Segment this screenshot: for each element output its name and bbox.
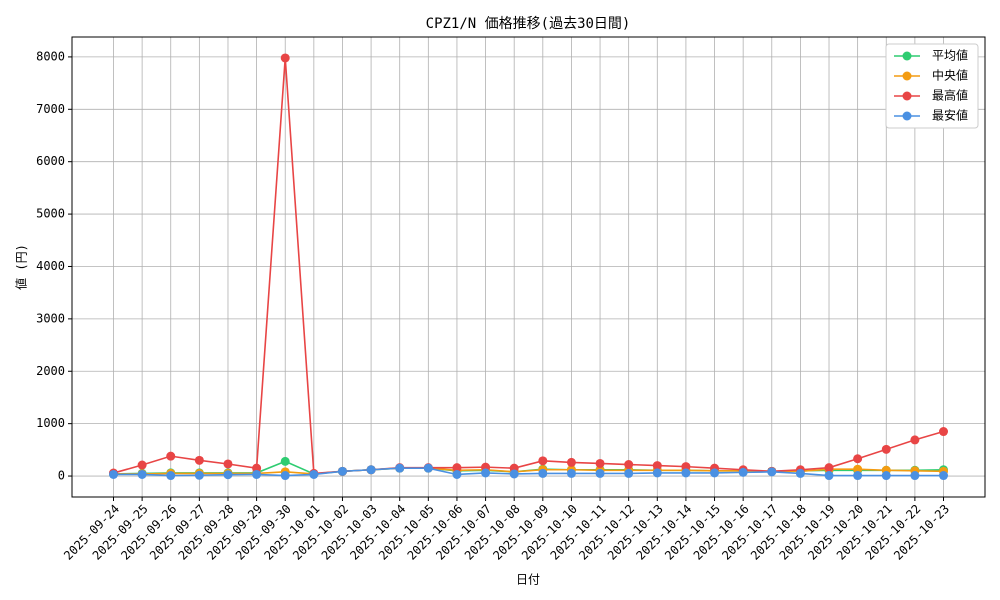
point: [881, 444, 891, 454]
y-tick-label: 3000: [36, 311, 65, 325]
point: [194, 470, 204, 480]
point: [939, 427, 948, 437]
legend-label: 中央値: [932, 68, 968, 83]
series-line: [113, 467, 944, 477]
point: [710, 468, 720, 478]
point: [624, 460, 634, 470]
point: [366, 465, 376, 475]
point: [767, 467, 777, 477]
point: [738, 467, 748, 477]
x-axis-label: 日付: [516, 573, 540, 587]
legend-label: 最高値: [932, 88, 968, 103]
point: [939, 471, 948, 481]
series-line: [113, 467, 944, 475]
point: [509, 469, 519, 479]
point: [566, 468, 576, 478]
point: [309, 469, 319, 479]
point: [166, 451, 176, 461]
legend-marker: [902, 91, 912, 101]
point: [137, 469, 147, 479]
point: [595, 468, 605, 478]
point: [280, 53, 290, 63]
point: [881, 471, 891, 481]
point: [853, 464, 863, 474]
y-tick-label: 7000: [36, 102, 65, 116]
point: [824, 471, 834, 481]
point: [566, 457, 576, 467]
point: [194, 455, 204, 465]
legend-marker: [902, 71, 912, 81]
point: [681, 462, 691, 472]
plot-frame: [71, 36, 986, 498]
point: [824, 463, 834, 473]
legend-label: 平均値: [932, 48, 968, 63]
point: [109, 469, 118, 479]
point: [795, 468, 805, 478]
y-tick-label: 2000: [36, 364, 65, 378]
point: [853, 471, 863, 481]
point: [280, 471, 290, 481]
point: [681, 468, 691, 478]
point: [452, 469, 462, 479]
point: [624, 468, 634, 478]
legend-label: 最安値: [932, 108, 968, 123]
point: [538, 468, 548, 478]
y-tick-label: 4000: [36, 259, 65, 273]
legend-marker: [902, 111, 912, 121]
point: [853, 454, 863, 464]
point: [252, 463, 262, 473]
point: [481, 468, 491, 478]
point: [910, 471, 920, 481]
point: [652, 468, 662, 478]
y-tick-label: 0: [58, 469, 65, 483]
point: [337, 466, 347, 476]
point: [538, 456, 548, 466]
legend-box: [885, 43, 979, 129]
point: [252, 469, 262, 479]
y-tick-label: 6000: [36, 154, 65, 168]
legend-marker: [902, 51, 912, 61]
point: [166, 471, 176, 481]
y-tick-label: 5000: [36, 207, 65, 221]
point: [595, 458, 605, 468]
point: [137, 460, 147, 470]
series-line: [113, 57, 944, 475]
point: [910, 435, 920, 445]
point: [652, 461, 662, 471]
point: [452, 463, 462, 473]
y-tick-label: 8000: [36, 49, 65, 63]
point: [223, 470, 233, 480]
chart-title: CPZ1/N 価格推移(過去30日間): [426, 16, 631, 32]
point: [280, 456, 290, 466]
point: [223, 459, 233, 469]
point: [395, 463, 405, 473]
y-tick-label: 1000: [36, 416, 65, 430]
point: [423, 463, 433, 473]
y-axis-label: 値 (円): [14, 244, 29, 290]
